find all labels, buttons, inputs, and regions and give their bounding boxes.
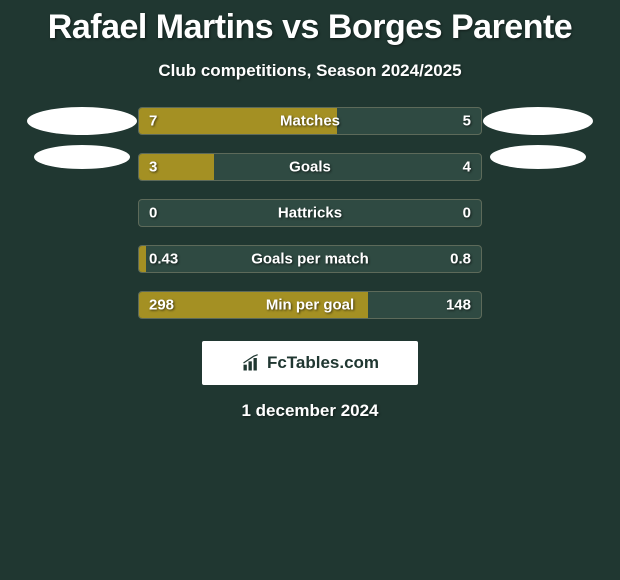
stat-value-right: 4 [463,159,471,176]
subtitle: Club competitions, Season 2024/2025 [0,61,620,81]
comparison-area: 7Matches5 3Goals4 0Hattricks0 0.43Goals per… [0,107,620,319]
stat-bars: 7Matches5 3Goals4 0Hattricks0 0.43Goals per… [138,107,482,319]
stat-value-right: 148 [446,297,471,314]
stat-bar: 3Goals4 [138,153,482,181]
shadow-ellipse [27,107,137,135]
shadow-ellipse [483,107,593,135]
right-player-shadows [482,107,594,169]
stat-label: Matches [139,113,481,130]
chart-icon [241,353,261,373]
logo-box: FcTables.com [202,341,418,385]
page-title: Rafael Martins vs Borges Parente [0,0,620,47]
stat-bar: 298Min per goal148 [138,291,482,319]
stat-bar: 7Matches5 [138,107,482,135]
stat-value-right: 0.8 [450,251,471,268]
stat-bar: 0Hattricks0 [138,199,482,227]
left-player-shadows [26,107,138,169]
logo-text: FcTables.com [267,353,379,373]
stat-value-right: 0 [463,205,471,222]
date-label: 1 december 2024 [0,401,620,421]
stat-label: Goals [139,159,481,176]
stat-label: Goals per match [139,251,481,268]
shadow-ellipse [34,145,130,169]
stat-label: Hattricks [139,205,481,222]
stat-value-right: 5 [463,113,471,130]
stat-bar: 0.43Goals per match0.8 [138,245,482,273]
stat-label: Min per goal [139,297,481,314]
shadow-ellipse [490,145,586,169]
